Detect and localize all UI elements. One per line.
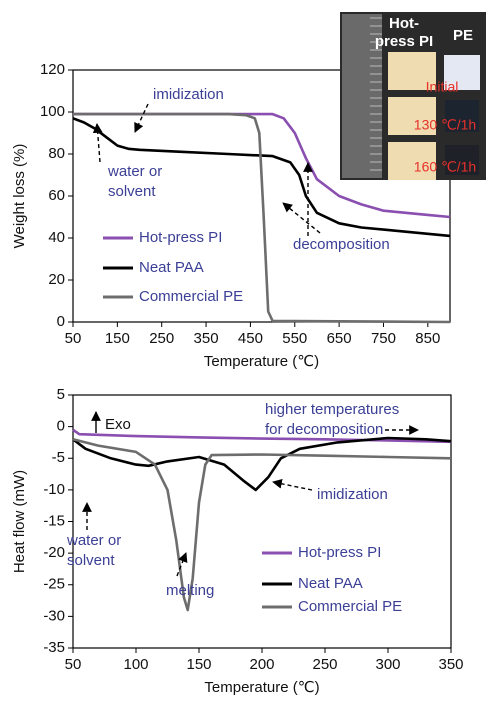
series-line (72, 428, 452, 444)
annotation: decomposition (293, 236, 390, 253)
x-tick-label: 50 (65, 656, 82, 673)
y-axis-label: Weight loss (%) (11, 144, 28, 249)
legend-label: Neat PAA (139, 259, 204, 276)
x-tick-label: 450 (238, 330, 263, 347)
y-tick-label: -25 (43, 576, 65, 593)
pi-sample (388, 52, 436, 90)
series-line (73, 112, 451, 324)
y-tick-label: -5 (52, 449, 65, 466)
annotation: water or (107, 163, 162, 180)
annotation: Exo (105, 416, 131, 433)
x-tick-label: 150 (105, 330, 130, 347)
x-axis-label: Temperature (℃) (204, 679, 319, 696)
x-axis-label: Temperature (℃) (204, 353, 319, 370)
x-tick-label: 50 (65, 330, 82, 347)
x-tick-label: 350 (438, 656, 463, 673)
y-tick-label: -10 (43, 481, 65, 498)
inset-row-label: Initial (426, 79, 459, 95)
x-tick-label: 250 (149, 330, 174, 347)
annotation: for decomposition (265, 421, 383, 438)
x-tick-label: 750 (371, 330, 396, 347)
x-tick-label: 300 (375, 656, 400, 673)
legend-label: Hot-press PI (139, 229, 222, 246)
inset-row-label: 130 ℃/1h (414, 117, 476, 133)
pi-sample (388, 97, 436, 135)
inset-column-label: press PI (375, 33, 433, 50)
y-tick-label: 40 (48, 229, 65, 246)
legend-label: Hot-press PI (298, 544, 381, 561)
y-tick-label: 5 (57, 386, 65, 403)
y-tick-label: 80 (48, 145, 65, 162)
inset-column-label: Hot- (389, 15, 419, 32)
annotation: water or (66, 532, 121, 549)
annotation: solvent (108, 183, 156, 200)
x-tick-label: 850 (415, 330, 440, 347)
y-tick-label: -20 (43, 544, 65, 561)
inset-ruler (342, 14, 382, 178)
x-tick-label: 150 (186, 656, 211, 673)
x-tick-label: 650 (327, 330, 352, 347)
legend-label: Commercial PE (298, 598, 402, 615)
annotation: melting (166, 582, 214, 599)
annotation-arrow (134, 103, 149, 133)
x-tick-label: 100 (123, 656, 148, 673)
y-tick-label: -15 (43, 512, 65, 529)
y-tick-label: -35 (43, 639, 65, 656)
y-tick-label: 0 (57, 313, 65, 330)
annotation: solvent (67, 552, 115, 569)
inset-column-label: PE (453, 27, 473, 44)
y-axis-label: Heat flow (mW) (11, 470, 28, 573)
x-tick-label: 350 (194, 330, 219, 347)
series-line (72, 438, 452, 612)
annotation: imidization (153, 86, 224, 103)
annotation-arrow (92, 123, 103, 163)
y-tick-label: 100 (40, 103, 65, 120)
annotation: imidization (317, 486, 388, 503)
pe-sample (445, 100, 479, 132)
y-tick-label: 0 (57, 418, 65, 435)
legend-label: Commercial PE (139, 288, 243, 305)
pi-sample (388, 142, 436, 180)
pe-sample (444, 55, 480, 90)
legend-label: Neat PAA (298, 575, 363, 592)
annotation-arrow (272, 478, 313, 491)
series-line (72, 117, 451, 238)
y-tick-label: -30 (43, 607, 65, 624)
y-tick-label: 120 (40, 61, 65, 78)
series-line (72, 436, 452, 492)
x-tick-label: 250 (312, 656, 337, 673)
annotation: higher temperatures (265, 401, 399, 418)
y-tick-label: 60 (48, 187, 65, 204)
x-tick-label: 200 (249, 656, 274, 673)
pe-sample (445, 145, 479, 175)
y-tick-label: 20 (48, 271, 65, 288)
inset-row-label: 160 ℃/1h (414, 159, 476, 175)
annotation-arrow (282, 202, 321, 234)
x-tick-label: 550 (282, 330, 307, 347)
